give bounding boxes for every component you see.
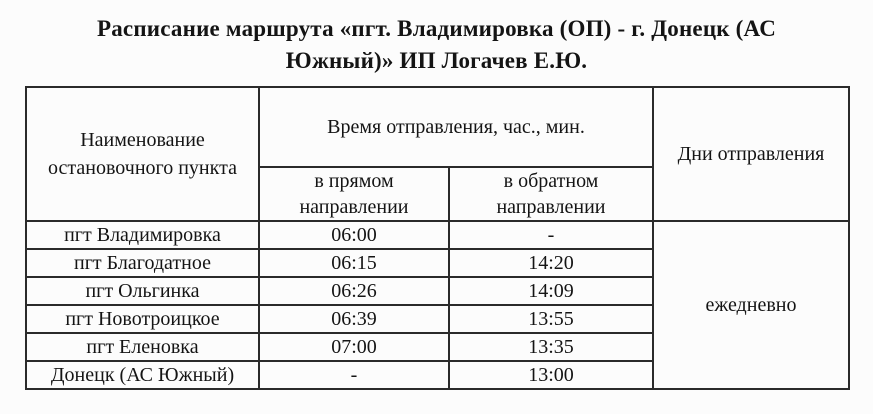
table-row: пгт Еленовка 07:00 13:35	[25, 332, 849, 362]
cell-direct-time: 07:00	[258, 332, 450, 362]
cell-direct-time: 06:00	[258, 220, 450, 250]
header-departure-time: Время отправления, час., мин.	[258, 86, 654, 168]
cell-reverse-time: 13:35	[448, 332, 654, 362]
header-stop-name: Наименование остановочного пункта	[25, 86, 260, 222]
cell-reverse-time: 13:55	[448, 304, 654, 334]
cell-stop-name: пгт Еленовка	[25, 332, 260, 362]
cell-stop-name: Донецк (АС Южный)	[25, 360, 260, 390]
page-title-line-1: Расписание маршрута «пгт. Владимировка (…	[96, 16, 777, 41]
page-title-line-2: Южный)» ИП Логачев Е.Ю.	[285, 48, 588, 73]
cell-stop-name: пгт Благодатное	[25, 248, 260, 278]
table-row: пгт Благодатное 06:15 14:20	[25, 248, 849, 278]
table-row: Донецк (АС Южный) - 13:00	[25, 360, 849, 390]
page-title: Расписание маршрута «пгт. Владимировка (…	[0, 13, 873, 77]
cell-stop-name: пгт Владимировка	[25, 220, 260, 250]
table-row: пгт Ольгинка 06:26 14:09	[25, 276, 849, 306]
cell-direct-time: 06:39	[258, 304, 450, 334]
cell-direct-time: 06:15	[258, 248, 450, 278]
cell-direct-time: -	[258, 360, 450, 390]
header-departure-days: Дни отправления	[652, 86, 850, 222]
cell-reverse-time: 14:20	[448, 248, 654, 278]
cell-reverse-time: -	[448, 220, 654, 250]
header-row-sub: в прямом направлении в обратном направле…	[26, 166, 849, 222]
header-reverse-direction: в обратном направлении	[448, 166, 654, 222]
schedule-table: Наименование остановочного пункта Время …	[25, 86, 850, 390]
table-row: пгт Новотроицкое 06:39 13:55	[25, 304, 849, 334]
header-direct-direction: в прямом направлении	[258, 166, 450, 222]
cell-stop-name: пгт Ольгинка	[25, 276, 260, 306]
cell-stop-name: пгт Новотроицкое	[25, 304, 260, 334]
cell-reverse-time: 14:09	[448, 276, 654, 306]
cell-reverse-time: 13:00	[448, 360, 654, 390]
table-row: пгт Владимировка 06:00 - ежедневно	[25, 220, 850, 390]
cell-days-value: ежедневно	[652, 220, 850, 390]
header-row-top: Наименование остановочного пункта Время …	[25, 86, 850, 222]
cell-direct-time: 06:26	[258, 276, 450, 306]
